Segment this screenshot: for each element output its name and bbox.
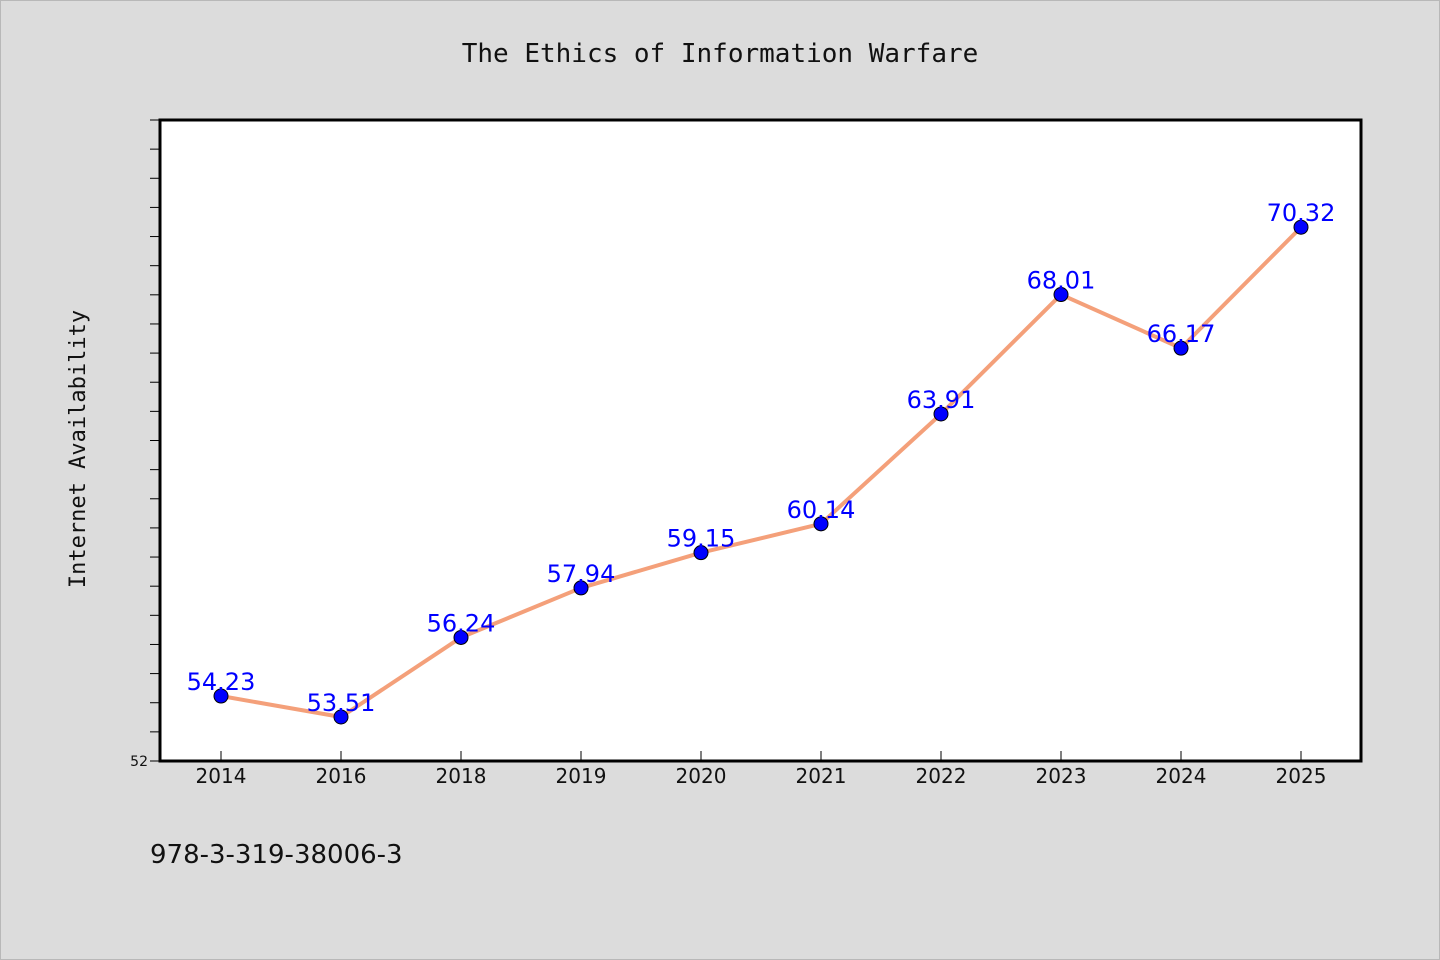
data-label: 57.94 bbox=[547, 560, 616, 588]
plot-area bbox=[158, 118, 1363, 763]
x-tick-label: 2023 bbox=[1036, 764, 1087, 788]
data-point bbox=[1053, 287, 1069, 303]
data-point bbox=[213, 688, 229, 704]
data-point bbox=[573, 580, 589, 596]
data-point bbox=[813, 516, 829, 532]
isbn-text: 978-3-319-38006-3 bbox=[150, 840, 403, 870]
data-point bbox=[333, 709, 349, 725]
x-tick-label: 2021 bbox=[796, 764, 847, 788]
data-label: 59.15 bbox=[667, 525, 736, 553]
data-label: 70.32 bbox=[1267, 199, 1336, 227]
data-point bbox=[453, 629, 469, 645]
x-tick-label: 2024 bbox=[1156, 764, 1207, 788]
data-point bbox=[933, 406, 949, 422]
data-label: 68.01 bbox=[1027, 267, 1096, 295]
x-tick-label: 2014 bbox=[196, 764, 247, 788]
x-tick-label: 2018 bbox=[436, 764, 487, 788]
x-tick-label: 2025 bbox=[1276, 764, 1327, 788]
y-tick-label: 52 bbox=[130, 754, 148, 770]
data-label: 54.23 bbox=[187, 668, 256, 696]
data-label: 53.51 bbox=[307, 689, 376, 717]
x-tick-label: 2019 bbox=[556, 764, 607, 788]
data-label: 60.14 bbox=[787, 496, 856, 524]
x-axis-ticks: 2014 2016 2018 2019 2020 2021 2022 2023 2024 2025 bbox=[196, 751, 1327, 788]
y-axis-ticks: 52 bbox=[130, 119, 160, 770]
x-tick-label: 2022 bbox=[916, 764, 967, 788]
chart-title: The Ethics of Information Warfare bbox=[462, 39, 979, 69]
data-point bbox=[1293, 219, 1309, 235]
x-tick-label: 2020 bbox=[676, 764, 727, 788]
data-point bbox=[1173, 340, 1189, 356]
series-line-group bbox=[220, 225, 1303, 720]
data-point bbox=[693, 545, 709, 561]
series-points-group bbox=[213, 219, 1309, 725]
y-axis-label: Internet Availability bbox=[66, 310, 91, 588]
data-label: 56.24 bbox=[427, 609, 496, 637]
data-label: 66.17 bbox=[1147, 320, 1216, 348]
data-label: 63.91 bbox=[907, 386, 976, 414]
series-line bbox=[220, 225, 1303, 720]
data-labels-group: 54.23 53.51 56.24 57.94 59.15 60.14 63.91 68.01… bbox=[187, 199, 1336, 717]
x-tick-label: 2016 bbox=[316, 764, 367, 788]
